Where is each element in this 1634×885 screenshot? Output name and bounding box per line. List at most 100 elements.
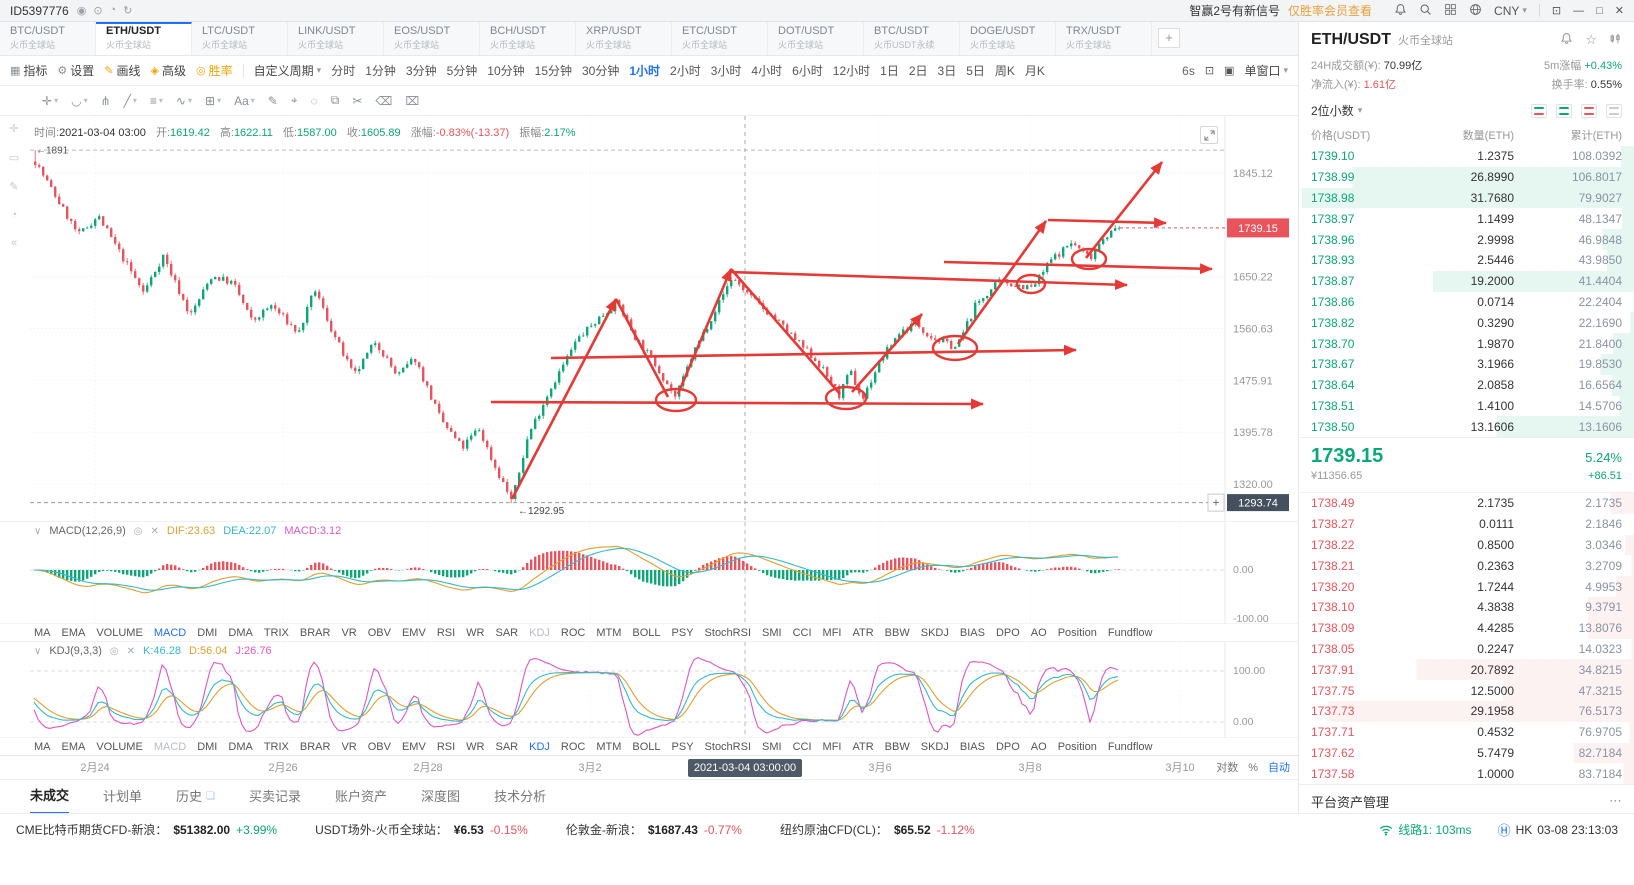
indicator-volume[interactable]: VOLUME [96, 626, 143, 639]
orderbook-bid-row[interactable]: 1738.05 0.2247 14.0323 [1299, 638, 1634, 660]
symbol-tab-eth-usdt[interactable]: ETH/USDT 火币全球站 [96, 22, 192, 55]
shape-tool-icon[interactable]: ▭ [8, 152, 20, 164]
orderbook-bid-row[interactable]: 1737.62 5.7479 82.7184 [1299, 742, 1634, 764]
indicator-emv[interactable]: EMV [401, 626, 426, 639]
indicator-mtm[interactable]: MTM [596, 740, 622, 753]
interval-3日[interactable]: 3日 [937, 64, 957, 78]
window-mode-dropdown[interactable]: 单窗口 ▾ [1244, 62, 1288, 79]
symbol-tab-btc-usdt[interactable]: BTC/USDT 火币USDT永续 [864, 22, 960, 55]
favorite-star-icon[interactable]: ☆ [1585, 32, 1597, 47]
interval-15分钟[interactable]: 15分钟 [534, 64, 572, 78]
indicator-mfi[interactable]: MFI [822, 626, 842, 639]
win-rate-button[interactable]: ◎ 胜率 [196, 62, 233, 79]
indicator-bias[interactable]: BIAS [959, 626, 985, 639]
macd-pane[interactable]: 0.00 -100.00 ∨ MACD(12,26,9) ◎ ✕ DIF:23.6… [0, 521, 1298, 625]
indicator-dma[interactable]: DMA [228, 740, 253, 753]
collapse-panel-icon[interactable]: « [10, 237, 18, 249]
orderbook-ask-row[interactable]: 1738.87 19.2000 41.4404 [1299, 270, 1634, 292]
interval-分时[interactable]: 分时 [331, 64, 356, 78]
globe-icon[interactable] [1469, 3, 1482, 19]
indicator-ao[interactable]: AO [1030, 740, 1047, 753]
book-mode-both-icon[interactable] [1531, 103, 1547, 118]
indicator-dmi[interactable]: DMI [197, 626, 218, 639]
indicator-cci[interactable]: CCI [792, 740, 812, 753]
interval-月K[interactable]: 月K [1024, 64, 1045, 78]
interval-2小时[interactable]: 2小时 [670, 64, 701, 78]
cursor-tool-icon[interactable]: ✛ [9, 123, 19, 135]
indicator-boll[interactable]: BOLL [632, 626, 661, 639]
indicator-sar[interactable]: SAR [495, 626, 519, 639]
indicator-kdj[interactable]: KDJ [529, 626, 550, 639]
orderbook-ask-row[interactable]: 1738.96 2.9998 46.9848 [1299, 229, 1634, 250]
indicator-trix[interactable]: TRIX [263, 740, 289, 753]
platform-assets-row[interactable]: 平台资产管理 ⋯ [1299, 784, 1634, 817]
indicator-sar[interactable]: SAR [495, 740, 519, 753]
indicator-atr[interactable]: ATR [852, 626, 874, 639]
bottom-tab-深度图[interactable]: 深度图 [421, 788, 461, 804]
orderbook-bid-row[interactable]: 1738.21 0.2363 3.2709 [1299, 555, 1634, 577]
time-axis[interactable]: 2月24 2月26 2月28 3月2 3月6 3月8 3月10 2021-03-04 03:… [0, 755, 1298, 779]
refresh-interval[interactable]: 6s [1182, 63, 1195, 78]
trend-line-icon[interactable]: ╱ ▾ [123, 93, 137, 108]
settings-button[interactable]: ⚙ 设置 [57, 62, 94, 79]
orderbook-ask-row[interactable]: 1738.64 2.0858 16.6564 [1299, 374, 1634, 396]
connection-status[interactable]: 线路1: 103ms [1379, 821, 1472, 838]
log-scale-toggle[interactable]: 对数 [1216, 762, 1239, 774]
marker-point-icon[interactable]: ⌖ [290, 93, 298, 107]
indicator-brar[interactable]: BRAR [299, 740, 331, 753]
indicator-ema[interactable]: EMA [61, 626, 86, 639]
popout-window-button[interactable]: ⊡ [1551, 5, 1562, 17]
indicator-position[interactable]: Position [1057, 626, 1097, 639]
symbol-tab-eos-usdt[interactable]: EOS/USDT 火币全球站 [384, 22, 480, 55]
bottom-tab-历史[interactable]: 历史 ❏ [176, 780, 215, 814]
interval-6小时[interactable]: 6小时 [792, 64, 823, 78]
custom-period-dropdown[interactable]: 自定义周期 ▾ [254, 62, 322, 79]
parallel-lines-icon[interactable]: ≡ ▾ [149, 93, 163, 108]
interval-5日[interactable]: 5日 [966, 64, 985, 78]
text-tool-icon[interactable]: Aa ▾ [234, 93, 255, 108]
fullscreen-icon[interactable]: ⊡ [1204, 65, 1215, 77]
search-icon[interactable] [1419, 3, 1432, 19]
orderbook-bid-row[interactable]: 1738.27 0.0111 2.1846 [1299, 513, 1634, 535]
pane-close-icon[interactable]: ✕ [150, 525, 159, 537]
bottom-tab-计划单[interactable]: 计划单 [103, 788, 143, 804]
indicator-dmi[interactable]: DMI [197, 740, 218, 753]
orderbook-ask-row[interactable]: 1739.10 1.2375 108.0392 [1299, 146, 1634, 167]
interval-2日[interactable]: 2日 [908, 64, 928, 78]
collapse-pane-icon[interactable]: ∨ [34, 525, 42, 537]
orderbook-ask-row[interactable]: 1738.70 1.9870 21.8400 [1299, 333, 1634, 354]
indicator-ma[interactable]: MA [34, 626, 51, 639]
pane-close-icon[interactable]: ✕ [126, 645, 136, 657]
symbol-tab-dot-usdt[interactable]: DOT/USDT 火币全球站 [768, 22, 864, 55]
more-icon[interactable]: ⋯ [1609, 793, 1622, 808]
close-button[interactable]: ✕ [1614, 5, 1624, 17]
trash-icon[interactable]: ⌧ [405, 93, 420, 108]
indicator-mfi[interactable]: MFI [822, 740, 842, 753]
orderbook-ask-row[interactable]: 1738.98 31.7680 79.9027 [1299, 187, 1634, 209]
indicator-macd[interactable]: MACD [153, 740, 187, 753]
indicator-wr[interactable]: WR [466, 626, 485, 639]
interval-3小时[interactable]: 3小时 [710, 64, 742, 78]
indicator-psy[interactable]: PSY [671, 626, 694, 639]
interval-1小时[interactable]: 1小时 [629, 64, 661, 78]
draw-line-button[interactable]: ✎ 画线 [104, 62, 140, 79]
bottom-tab-技术分析[interactable]: 技术分析 [494, 788, 547, 804]
symbol-tab-doge-usdt[interactable]: DOGE/USDT 火币全球站 [960, 22, 1056, 55]
orderbook-ask-row[interactable]: 1738.51 1.4100 14.5706 [1299, 395, 1634, 417]
indicator-vr[interactable]: VR [341, 626, 357, 639]
interval-周K[interactable]: 周K [994, 64, 1015, 78]
brush-icon[interactable]: ✎ [267, 93, 278, 108]
target-icon[interactable]: ⊙ [93, 5, 103, 17]
orderbook-bid-row[interactable]: 1737.73 29.1958 76.5173 [1299, 700, 1634, 722]
indicator-trix[interactable]: TRIX [263, 626, 289, 639]
orderbook-bid-row[interactable]: 1737.91 20.7892 34.8215 [1299, 659, 1634, 681]
undo-delete-icon[interactable]: ⌫ [375, 93, 393, 108]
indicator-stochrsi[interactable]: StochRSI [704, 740, 752, 753]
indicator-ema[interactable]: EMA [61, 740, 86, 753]
expand-chart-icon[interactable] [1200, 126, 1218, 144]
orderbook-ask-row[interactable]: 1738.93 2.5446 43.9850 [1299, 249, 1634, 271]
symbol-tab-bch-usdt[interactable]: BCH/USDT 火币全球站 [480, 22, 576, 55]
orderbook-bid-row[interactable]: 1737.58 1.0000 83.7184 [1299, 763, 1634, 784]
orderbook-bid-row[interactable]: 1738.20 1.7244 4.9953 [1299, 576, 1634, 597]
orderbook-bid-row[interactable]: 1738.22 0.8500 3.0346 [1299, 534, 1634, 556]
